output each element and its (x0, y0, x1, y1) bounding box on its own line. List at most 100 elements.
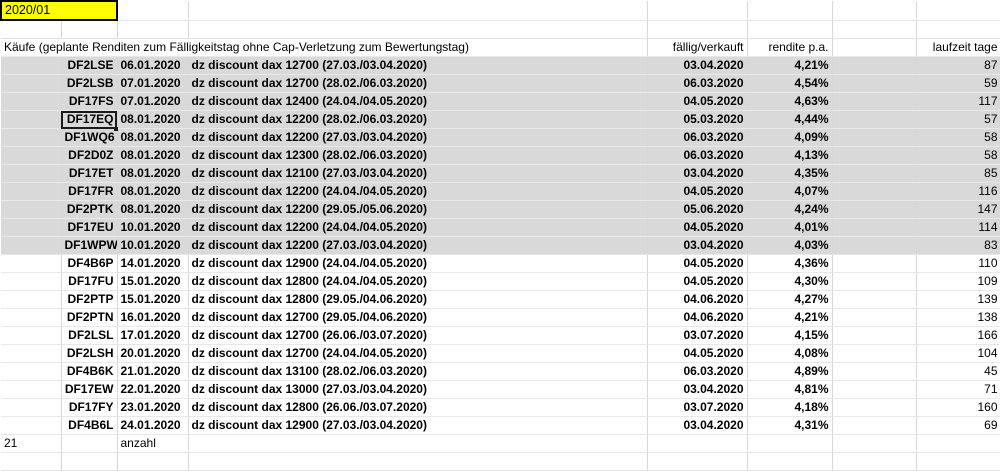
cell-bezeichnung[interactable]: dz discount dax 12900 (27.03./03.04.2020… (188, 416, 648, 435)
cell-rendite[interactable]: 4,21% (747, 308, 833, 327)
cell-f2[interactable] (747, 20, 833, 39)
cell-wkn[interactable]: DF2PTP (61, 290, 118, 309)
cell-a[interactable] (1, 254, 62, 273)
cell-faellig[interactable]: 06.03.2020 (647, 74, 748, 93)
cell-bezeichnung[interactable]: dz discount dax 12200 (27.03./03.04.2020… (188, 236, 648, 255)
cell-c-trail[interactable] (117, 452, 189, 471)
cell-rendite[interactable]: 4,18% (747, 398, 833, 417)
cell-h1[interactable] (916, 1, 1000, 21)
cell-rendite[interactable]: 4,01% (747, 218, 833, 237)
cell-laufzeit[interactable]: 83 (916, 236, 1000, 255)
cell-g[interactable] (832, 74, 917, 93)
cell-kaufdatum[interactable]: 08.01.2020 (117, 200, 189, 219)
cell-rendite[interactable]: 4,44% (747, 110, 833, 129)
cell-h-trail[interactable] (916, 452, 1000, 471)
cell-kaufdatum[interactable]: 22.01.2020 (117, 380, 189, 399)
cell-laufzeit[interactable]: 110 (916, 254, 1000, 273)
cell-g[interactable] (832, 110, 917, 129)
cell-faellig[interactable]: 06.03.2020 (647, 362, 748, 381)
cell-g[interactable] (832, 290, 917, 309)
cell-faellig[interactable]: 03.04.2020 (647, 56, 748, 75)
cell-laufzeit[interactable]: 58 (916, 146, 1000, 165)
cell-rendite[interactable]: 4,81% (747, 380, 833, 399)
cell-d-summary[interactable] (188, 434, 648, 453)
cell-g2[interactable] (832, 20, 917, 39)
cell-faellig[interactable]: 06.03.2020 (647, 146, 748, 165)
cell-a[interactable] (1, 74, 62, 93)
cell-b2[interactable] (61, 20, 118, 39)
cell-bezeichnung[interactable]: dz discount dax 12700 (24.04./04.05.2020… (188, 344, 648, 363)
cell-kaufdatum[interactable]: 24.01.2020 (117, 416, 189, 435)
cell-faellig[interactable]: 04.05.2020 (647, 344, 748, 363)
cell-laufzeit[interactable]: 160 (916, 398, 1000, 417)
cell-rendite[interactable]: 4,15% (747, 326, 833, 345)
cell-rendite[interactable]: 4,08% (747, 344, 833, 363)
cell-g-summary[interactable] (832, 434, 917, 453)
cell-a2[interactable] (1, 20, 62, 39)
cell-g[interactable] (832, 380, 917, 399)
cell-rendite[interactable]: 4,03% (747, 236, 833, 255)
cell-bezeichnung[interactable]: dz discount dax 12300 (28.02./06.03.2020… (188, 146, 648, 165)
cell-g-trail[interactable] (832, 452, 917, 471)
cell-laufzeit[interactable]: 58 (916, 128, 1000, 147)
cell-faellig[interactable]: 04.05.2020 (647, 182, 748, 201)
cell-e1[interactable] (647, 1, 748, 21)
cell-wkn[interactable]: DF17ET (61, 164, 118, 183)
cell-wkn[interactable]: DF2LSH (61, 344, 118, 363)
cell-wkn[interactable]: DF1WPW (61, 236, 118, 255)
cell-rendite[interactable]: 4,27% (747, 290, 833, 309)
cell-wkn[interactable]: DF17FR (61, 182, 118, 201)
cell-rendite[interactable]: 4,30% (747, 272, 833, 291)
cell-f1[interactable] (747, 1, 833, 21)
cell-a[interactable] (1, 326, 62, 345)
cell-g[interactable] (832, 164, 917, 183)
cell-wkn[interactable]: DF2LSL (61, 326, 118, 345)
cell-rendite[interactable]: 4,13% (747, 146, 833, 165)
cell-bezeichnung[interactable]: dz discount dax 12200 (27.03./03.04.2020… (188, 128, 648, 147)
cell-a[interactable] (1, 362, 62, 381)
cell-a[interactable] (1, 218, 62, 237)
cell-wkn[interactable]: DF1WQ6 (61, 128, 118, 147)
cell-a[interactable] (1, 110, 62, 129)
cell-a[interactable] (1, 290, 62, 309)
cell-laufzeit[interactable]: 117 (916, 92, 1000, 111)
cell-kaufdatum[interactable]: 21.01.2020 (117, 362, 189, 381)
cell-faellig[interactable]: 04.05.2020 (647, 254, 748, 273)
cell-rendite[interactable]: 4,24% (747, 200, 833, 219)
cell-h-summary[interactable] (916, 434, 1000, 453)
cell-laufzeit[interactable]: 69 (916, 416, 1000, 435)
cell-laufzeit[interactable]: 114 (916, 218, 1000, 237)
cell-wkn[interactable]: DF2PTK (61, 200, 118, 219)
cell-kaufdatum[interactable]: 08.01.2020 (117, 110, 189, 129)
cell-a[interactable] (1, 56, 62, 75)
cell-rendite[interactable]: 4,35% (747, 164, 833, 183)
cell-kaufdatum[interactable]: 08.01.2020 (117, 182, 189, 201)
cell-faellig[interactable]: 03.04.2020 (647, 164, 748, 183)
cell-a[interactable] (1, 236, 62, 255)
cell-laufzeit[interactable]: 139 (916, 290, 1000, 309)
cell-faellig[interactable]: 06.03.2020 (647, 128, 748, 147)
cell-faellig[interactable]: 04.05.2020 (647, 92, 748, 111)
cell-a[interactable] (1, 164, 62, 183)
cell-kaufdatum[interactable]: 08.01.2020 (117, 164, 189, 183)
cell-bezeichnung[interactable]: dz discount dax 12900 (24.04./04.05.2020… (188, 254, 648, 273)
cell-a[interactable] (1, 398, 62, 417)
cell-a[interactable] (1, 200, 62, 219)
cell-b-summary[interactable] (61, 434, 118, 453)
cell-faellig[interactable]: 03.07.2020 (647, 326, 748, 345)
cell-laufzeit[interactable]: 87 (916, 56, 1000, 75)
cell-c2[interactable] (117, 20, 189, 39)
cell-kaufdatum[interactable]: 08.01.2020 (117, 128, 189, 147)
cell-e-trail[interactable] (647, 452, 748, 471)
cell-kaufdatum[interactable]: 15.01.2020 (117, 272, 189, 291)
cell-laufzeit[interactable]: 85 (916, 164, 1000, 183)
cell-wkn[interactable]: DF4B6P (61, 254, 118, 273)
cell-wkn[interactable]: DF2LSB (61, 74, 118, 93)
cell-kaufdatum[interactable]: 23.01.2020 (117, 398, 189, 417)
cell-rendite[interactable]: 4,31% (747, 416, 833, 435)
cell-g[interactable] (832, 236, 917, 255)
cell-rendite[interactable]: 4,89% (747, 362, 833, 381)
cell-a[interactable] (1, 308, 62, 327)
summary-count-label[interactable]: anzahl (117, 434, 189, 453)
cell-laufzeit[interactable]: 147 (916, 200, 1000, 219)
